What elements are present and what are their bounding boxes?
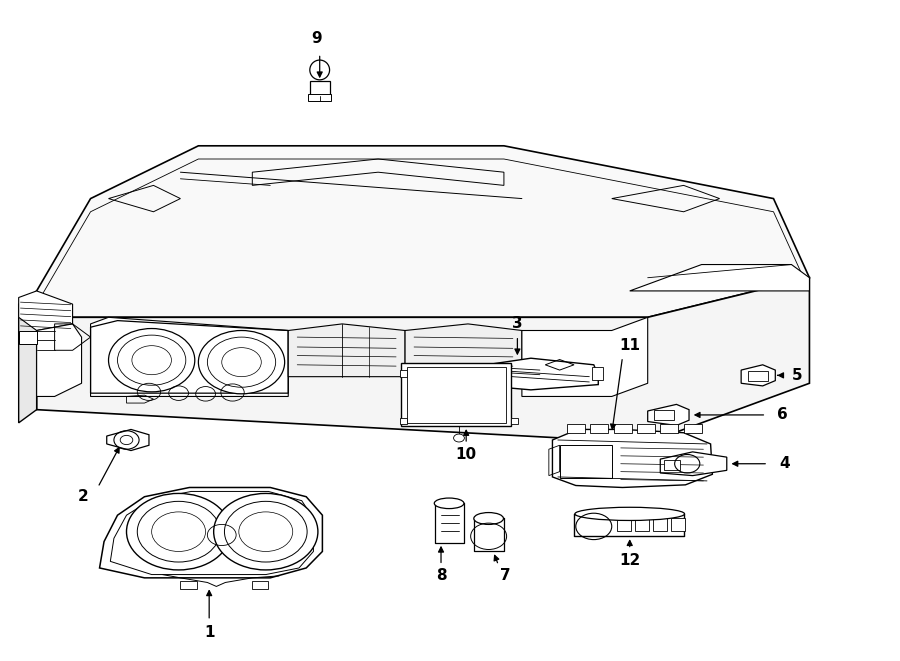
- Bar: [748, 371, 768, 381]
- Polygon shape: [91, 317, 288, 397]
- Ellipse shape: [435, 498, 464, 508]
- Ellipse shape: [473, 512, 503, 524]
- Polygon shape: [435, 503, 464, 543]
- Bar: [637, 424, 655, 434]
- Polygon shape: [474, 518, 504, 551]
- Bar: [661, 424, 679, 434]
- Bar: [401, 364, 511, 426]
- Text: 7: 7: [500, 568, 511, 584]
- Circle shape: [127, 493, 230, 570]
- Polygon shape: [630, 264, 809, 291]
- Bar: [400, 370, 407, 377]
- Bar: [308, 95, 331, 101]
- Ellipse shape: [310, 60, 329, 80]
- Text: 10: 10: [455, 447, 477, 462]
- Text: 3: 3: [512, 317, 523, 331]
- Bar: [567, 424, 585, 434]
- Polygon shape: [574, 514, 684, 536]
- Polygon shape: [405, 324, 522, 377]
- Bar: [664, 461, 680, 470]
- Polygon shape: [100, 487, 322, 578]
- Bar: [635, 518, 649, 531]
- Polygon shape: [553, 430, 713, 487]
- Circle shape: [213, 493, 318, 570]
- Text: 2: 2: [78, 489, 89, 504]
- Bar: [654, 410, 674, 420]
- Bar: [252, 581, 268, 589]
- Bar: [511, 418, 518, 424]
- Text: 11: 11: [619, 338, 640, 352]
- Text: 6: 6: [777, 407, 788, 422]
- Bar: [592, 367, 603, 380]
- Polygon shape: [486, 358, 598, 390]
- Text: 1: 1: [204, 625, 214, 640]
- Polygon shape: [19, 291, 37, 423]
- Circle shape: [454, 434, 464, 442]
- Ellipse shape: [575, 507, 685, 520]
- Polygon shape: [288, 324, 405, 377]
- Polygon shape: [19, 330, 37, 344]
- Bar: [310, 81, 329, 96]
- Polygon shape: [37, 146, 809, 317]
- Bar: [614, 424, 632, 434]
- Circle shape: [109, 329, 194, 392]
- Bar: [617, 518, 631, 531]
- Bar: [684, 424, 702, 434]
- Bar: [653, 518, 667, 531]
- Bar: [671, 518, 685, 531]
- Polygon shape: [742, 365, 775, 386]
- Polygon shape: [107, 430, 149, 451]
- Text: 5: 5: [792, 368, 802, 383]
- Bar: [400, 418, 407, 424]
- Bar: [560, 446, 612, 479]
- Polygon shape: [37, 324, 82, 397]
- Polygon shape: [19, 291, 73, 330]
- Polygon shape: [661, 452, 727, 476]
- Polygon shape: [522, 317, 648, 397]
- Circle shape: [198, 330, 284, 394]
- Text: 4: 4: [779, 456, 789, 471]
- Text: 9: 9: [311, 32, 322, 46]
- Bar: [180, 581, 196, 589]
- Polygon shape: [648, 405, 689, 426]
- Text: 12: 12: [619, 553, 640, 568]
- Bar: [590, 424, 608, 434]
- Bar: [407, 367, 506, 423]
- Polygon shape: [37, 278, 809, 443]
- Text: 8: 8: [436, 568, 446, 584]
